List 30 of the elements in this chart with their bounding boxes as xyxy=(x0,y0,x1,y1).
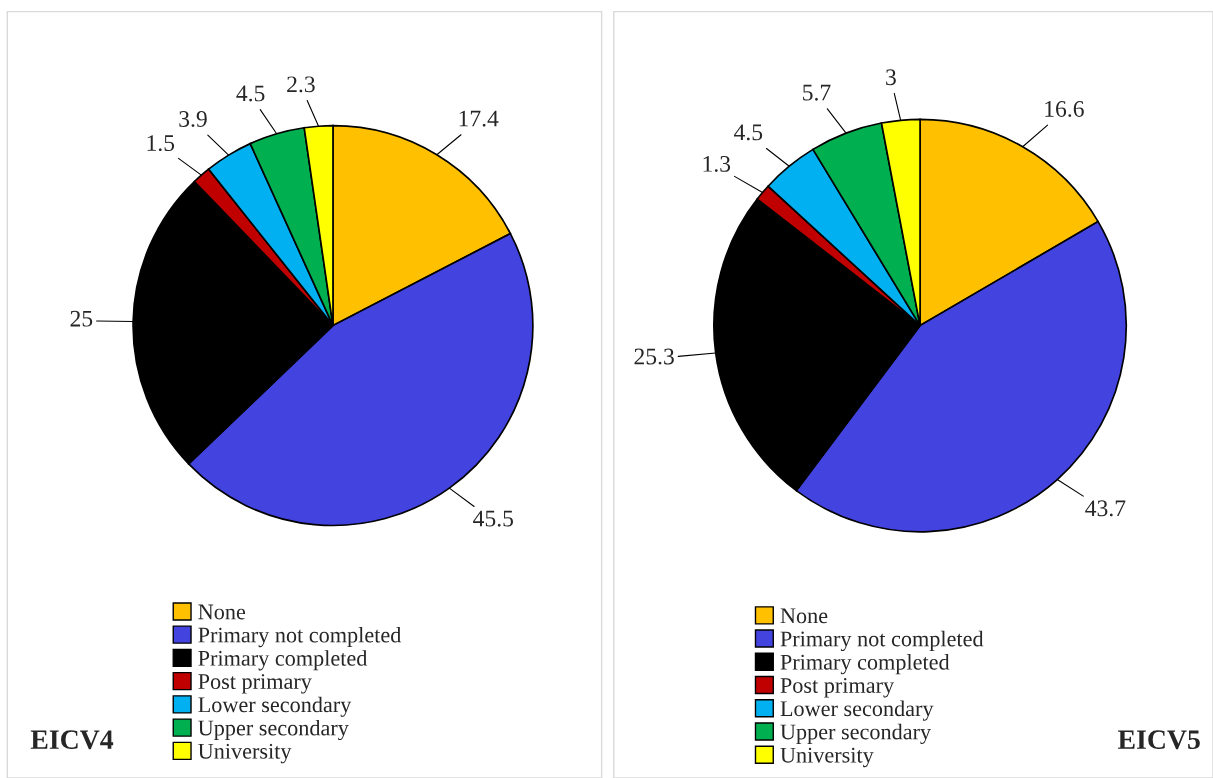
legend-label: None xyxy=(198,604,246,620)
data-label: 4.5 xyxy=(236,85,265,102)
legend-label: Post primary xyxy=(780,678,895,698)
data-label: 3.9 xyxy=(179,111,207,127)
legend-label: Lower secondary xyxy=(198,696,352,717)
data-label: 43.7 xyxy=(1085,500,1126,517)
legend-label: University xyxy=(780,747,874,768)
data-label: 16.6 xyxy=(1045,101,1084,117)
data-label: 4.5 xyxy=(734,124,763,141)
legend-label: Post primary xyxy=(198,674,312,694)
data-label: 25.3 xyxy=(634,348,674,365)
legend-label: Upper secondary xyxy=(780,723,932,744)
legend-label: University xyxy=(198,743,292,764)
data-label: 1.3 xyxy=(703,155,731,172)
legend-label: Upper secondary xyxy=(198,719,349,741)
legend-label: Primary not completed xyxy=(780,630,984,652)
legend-label: Primary not completed xyxy=(198,626,402,648)
legend-label: Primary completed xyxy=(780,654,950,675)
legend-label: Lower secondary xyxy=(780,700,934,721)
data-label: 5.7 xyxy=(803,84,831,101)
text: EICV5 xyxy=(1117,730,1200,750)
legend-label: Primary completed xyxy=(198,650,368,671)
data-label: 45.5 xyxy=(473,510,514,527)
data-label: 2.3 xyxy=(287,76,315,93)
data-label: 25 xyxy=(70,310,93,327)
data-label: 1.5 xyxy=(147,135,175,152)
legend-label: None xyxy=(780,608,828,624)
text: EICV4 xyxy=(30,730,114,750)
data-label: 3 xyxy=(886,69,896,86)
data-label: 17.4 xyxy=(459,110,499,127)
